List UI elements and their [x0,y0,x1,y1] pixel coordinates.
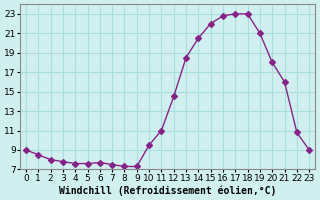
X-axis label: Windchill (Refroidissement éolien,°C): Windchill (Refroidissement éolien,°C) [59,185,276,196]
